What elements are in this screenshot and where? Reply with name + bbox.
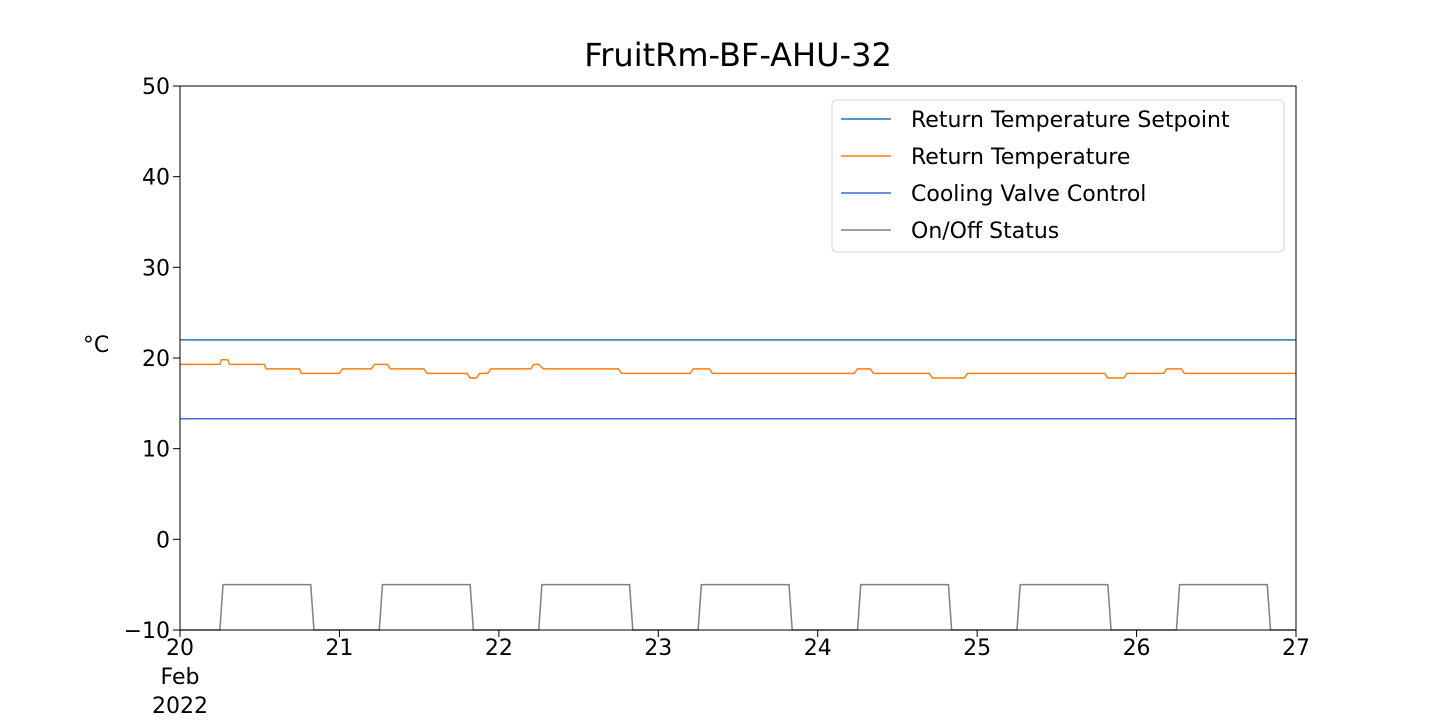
y-tick-label: 50 [142, 75, 170, 100]
legend-box [831, 99, 1285, 253]
series-line-on-off-status [180, 583, 1296, 631]
legend-label-return-temperature-setpoint: Return Temperature Setpoint [911, 108, 1230, 133]
y-tick-label: 0 [156, 528, 170, 553]
y-tick-label: 20 [142, 347, 170, 372]
chart-title: FruitRm-BF-AHU-32 [584, 36, 892, 74]
x-tick-label: 25 [963, 636, 991, 661]
legend-label-return-temperature: Return Temperature [911, 145, 1130, 170]
x-tick-label: 21 [325, 636, 353, 661]
y-axis-label: °C [83, 333, 109, 358]
y-tick-label: 30 [142, 256, 170, 281]
series-line-return-temperature [180, 359, 1296, 379]
y-tick-label: −10 [124, 619, 170, 644]
y-tick-label: 40 [142, 166, 170, 191]
x-tick-label: 24 [804, 636, 832, 661]
x-tick-label: 22 [485, 636, 513, 661]
x-tick-label: 20 [166, 636, 194, 661]
x-tick-label: 23 [644, 636, 672, 661]
x-tick-label: 26 [1123, 636, 1151, 661]
legend-label-cooling-valve-control: Cooling Valve Control [911, 182, 1146, 207]
legend-label-on-off-status: On/Off Status [911, 219, 1059, 244]
x-ticks: 20 21 22 23 24 25 26 27 Feb 2022 [152, 630, 1310, 719]
x-tick-year-label: 2022 [152, 694, 208, 719]
series-layer [180, 339, 1296, 631]
y-ticks: −10 0 10 20 30 40 50 [124, 75, 180, 644]
x-tick-label: 27 [1282, 636, 1310, 661]
y-tick-label: 10 [142, 438, 170, 463]
legend: Return Temperature Setpoint Return Temper… [831, 99, 1285, 253]
x-tick-month-label: Feb [161, 665, 200, 690]
